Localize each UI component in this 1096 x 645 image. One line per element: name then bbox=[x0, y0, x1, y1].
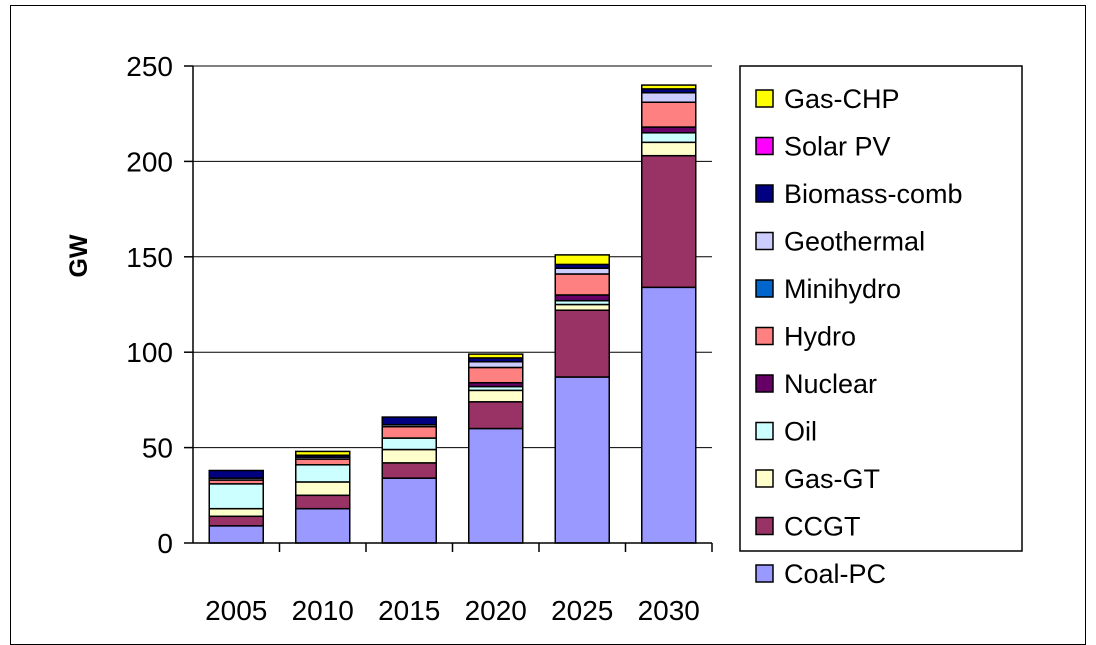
bar-segment bbox=[381, 462, 437, 479]
bar-segment bbox=[554, 309, 610, 378]
bar-segment bbox=[641, 286, 697, 544]
legend-swatch bbox=[755, 184, 774, 203]
bar-segment bbox=[295, 458, 351, 466]
bar-segment bbox=[641, 126, 697, 134]
x-tick-label: 2010 bbox=[292, 595, 354, 626]
y-tick-label: 100 bbox=[126, 337, 173, 368]
y-tick-label: 200 bbox=[126, 146, 173, 177]
bar-segment bbox=[295, 481, 351, 497]
bar-segment bbox=[554, 254, 610, 266]
bar-segment bbox=[641, 91, 697, 104]
bar-segment bbox=[208, 483, 264, 510]
x-tick-label: 2015 bbox=[378, 595, 440, 626]
bar-segment bbox=[468, 366, 524, 384]
bar-segment bbox=[641, 154, 697, 289]
legend: Gas-CHP Solar PV Biomass-comb Geothermal Min… bbox=[739, 65, 1023, 589]
legend-swatch bbox=[755, 279, 774, 298]
legend-swatch bbox=[755, 564, 774, 583]
axes: 0 50 100 150 200 250 GW 2005 2010 2015 2020 2025 203… bbox=[65, 51, 713, 626]
x-tick-label: 2020 bbox=[465, 595, 527, 626]
bar-segment bbox=[295, 507, 351, 544]
legend-swatch bbox=[755, 374, 774, 393]
legend-box bbox=[739, 65, 1023, 552]
bar-segment bbox=[381, 416, 437, 426]
bar-segment bbox=[641, 132, 697, 144]
bar-segment bbox=[381, 425, 437, 439]
legend-swatch bbox=[755, 469, 774, 488]
bar-segment bbox=[381, 477, 437, 544]
gridlines bbox=[193, 65, 712, 449]
bar-segment bbox=[468, 353, 524, 359]
bar-segment bbox=[208, 469, 264, 479]
legend-label: CCGT bbox=[784, 512, 861, 542]
legend-label: Geothermal bbox=[784, 227, 925, 257]
legend-swatch bbox=[755, 421, 774, 441]
bar-segment bbox=[208, 507, 264, 518]
bar-segment bbox=[554, 376, 610, 544]
bar-segment bbox=[468, 389, 524, 403]
bar-segment bbox=[208, 515, 264, 527]
legend-label: Nuclear bbox=[784, 369, 877, 399]
legend-label: Minihydro bbox=[784, 274, 901, 304]
x-tick-label: 2030 bbox=[638, 595, 700, 626]
legend-label: Gas-CHP bbox=[784, 84, 900, 114]
bar-segment bbox=[554, 273, 610, 296]
y-tick-label: 0 bbox=[157, 528, 173, 559]
legend-swatch bbox=[755, 516, 774, 536]
bar-segment bbox=[381, 437, 437, 451]
bar-segment bbox=[295, 494, 351, 510]
y-tick-label: 250 bbox=[126, 51, 173, 82]
bars bbox=[208, 84, 697, 544]
y-tick-label: 50 bbox=[142, 433, 173, 464]
bar-segment bbox=[468, 427, 524, 544]
y-axis-label: GW bbox=[65, 234, 93, 277]
legend-swatch bbox=[755, 136, 774, 156]
bar-segment bbox=[554, 303, 610, 311]
legend-label: Coal-PC bbox=[784, 559, 886, 589]
bar-segment bbox=[641, 101, 697, 128]
bar-segment bbox=[554, 267, 610, 275]
legend-swatch bbox=[755, 89, 774, 108]
legend-swatch bbox=[755, 326, 774, 346]
bar-segment bbox=[295, 450, 351, 456]
bar-segment bbox=[381, 448, 437, 464]
x-tick-label: 2025 bbox=[551, 595, 613, 626]
legend-label: Gas-GT bbox=[784, 464, 880, 494]
bar-segment bbox=[554, 294, 610, 302]
bar-segment bbox=[641, 141, 697, 157]
legend-swatch bbox=[755, 231, 774, 251]
bar-segment bbox=[468, 401, 524, 430]
bar-segment bbox=[208, 525, 264, 544]
legend-label: Hydro bbox=[784, 322, 856, 352]
bar-segment bbox=[295, 464, 351, 483]
bar-segment bbox=[641, 84, 697, 90]
bar-segment bbox=[468, 360, 524, 369]
legend-label: Solar PV bbox=[784, 132, 891, 162]
legend-label: Biomass-comb bbox=[784, 179, 963, 209]
legend-label: Oil bbox=[784, 417, 817, 447]
y-tick-label: 150 bbox=[126, 242, 173, 273]
x-tick-label: 2005 bbox=[205, 595, 267, 626]
